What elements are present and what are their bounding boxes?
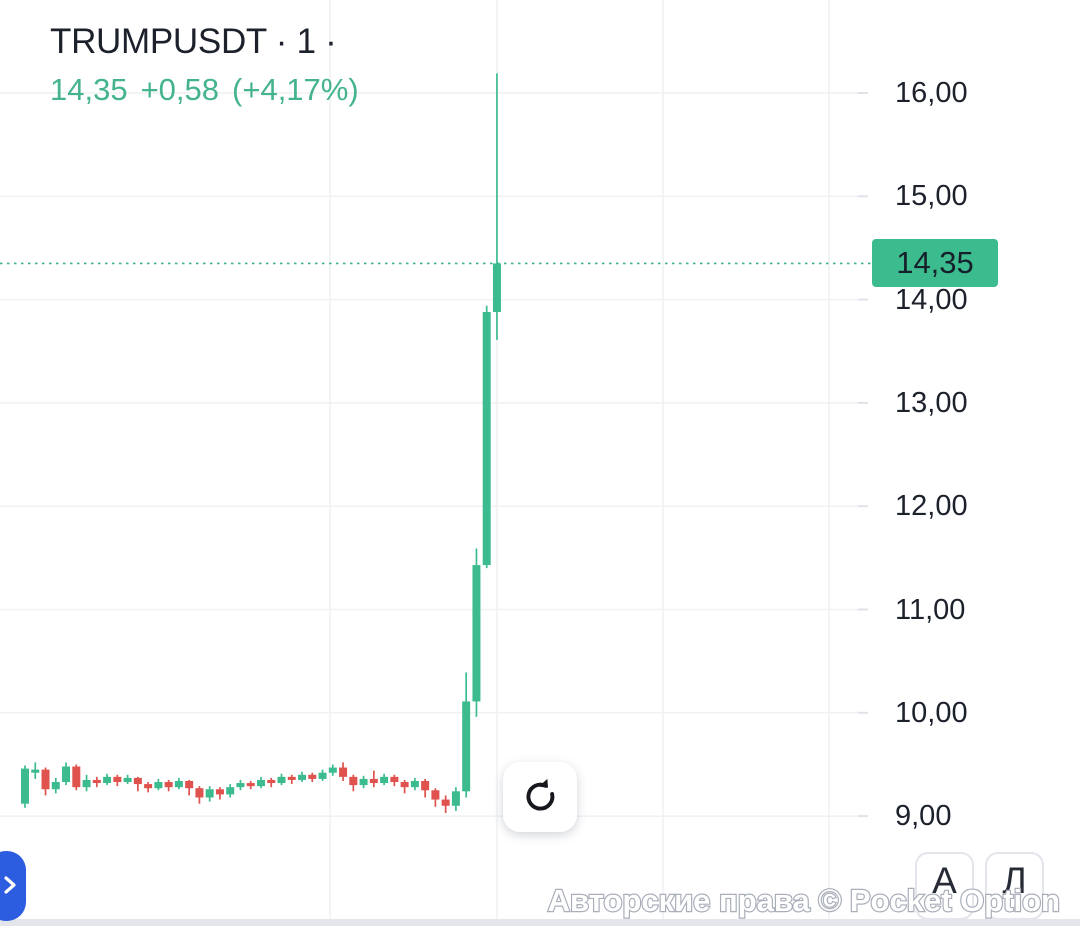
candle-body xyxy=(113,776,122,783)
candle-body xyxy=(410,780,419,788)
candle-body xyxy=(451,791,460,806)
button-l[interactable]: Л xyxy=(985,852,1044,920)
chart-header: TRUMPUSDT · 1 · 14,35 +0,58 (+4,17%) xyxy=(50,22,359,108)
candle-body xyxy=(226,787,235,795)
candle-body xyxy=(236,783,245,788)
candle-body xyxy=(256,779,265,787)
candle-body xyxy=(298,774,307,780)
symbol-title: TRUMPUSDT · 1 · xyxy=(50,22,337,61)
current-price-badge: 14,35 xyxy=(872,239,998,288)
candle-body xyxy=(41,769,50,790)
price-tick-label: 14,00 xyxy=(895,283,968,316)
candle-body xyxy=(287,776,296,780)
candle-body xyxy=(359,778,368,786)
reset-chart-button[interactable] xyxy=(503,762,577,832)
watermark: Авторские права © Pocket Option xyxy=(546,882,1061,919)
price-tick-label: 11,00 xyxy=(895,593,966,626)
chevron-right-icon xyxy=(0,872,21,901)
candle-body xyxy=(144,784,153,789)
candle-body xyxy=(318,772,327,779)
candle-body xyxy=(369,778,378,784)
price-tick-label: 10,00 xyxy=(895,696,968,729)
candle-body xyxy=(400,782,409,788)
candle-body xyxy=(72,766,81,788)
candle-body xyxy=(462,701,471,792)
candle-body xyxy=(164,782,173,788)
candle-body xyxy=(205,789,214,798)
candle-body xyxy=(380,776,389,784)
candle-body xyxy=(482,311,491,566)
candle-body xyxy=(92,779,101,784)
candle-body xyxy=(339,767,348,777)
candle-body xyxy=(277,776,286,784)
candle-body xyxy=(133,777,142,785)
price-tick-label: 15,00 xyxy=(895,180,968,213)
candle-body xyxy=(349,776,358,786)
candle-body xyxy=(390,776,399,783)
price-change: +0,58 xyxy=(140,72,220,107)
candle-body xyxy=(31,769,40,773)
candle-body xyxy=(103,776,112,784)
candle-body xyxy=(195,788,204,798)
candle-body xyxy=(328,767,337,773)
candle-body xyxy=(154,782,163,789)
candle-body xyxy=(174,780,183,788)
price-tick-label: 16,00 xyxy=(895,77,968,109)
candle-body xyxy=(441,799,450,806)
expand-panel-button[interactable] xyxy=(0,851,26,921)
candle-body xyxy=(215,789,224,795)
price-tick-label: 9,00 xyxy=(895,800,952,833)
candle-body xyxy=(421,780,430,791)
candle-body xyxy=(308,774,317,779)
price-change-percent: (+4,17%) xyxy=(232,72,359,107)
candle-body xyxy=(185,780,194,789)
candle-body xyxy=(123,777,132,783)
price-tick-label: 13,00 xyxy=(895,386,968,419)
candle-body xyxy=(246,783,255,787)
refresh-icon xyxy=(520,776,560,819)
watermark-text: Авторские права © Pocket Option xyxy=(548,883,1060,918)
quote-row: 14,35 +0,58 (+4,17%) xyxy=(50,72,359,108)
candle-body xyxy=(472,565,481,702)
candle-body xyxy=(492,263,501,312)
candle-body xyxy=(51,782,60,790)
candle-body xyxy=(82,779,91,788)
candle-body xyxy=(267,779,276,784)
bottom-scroll-bar[interactable] xyxy=(0,919,1080,926)
candle-body xyxy=(431,790,440,800)
last-price: 14,35 xyxy=(50,72,128,107)
candle-body xyxy=(62,766,71,783)
candle-body xyxy=(21,768,29,804)
price-tick-label: 12,00 xyxy=(895,490,968,523)
